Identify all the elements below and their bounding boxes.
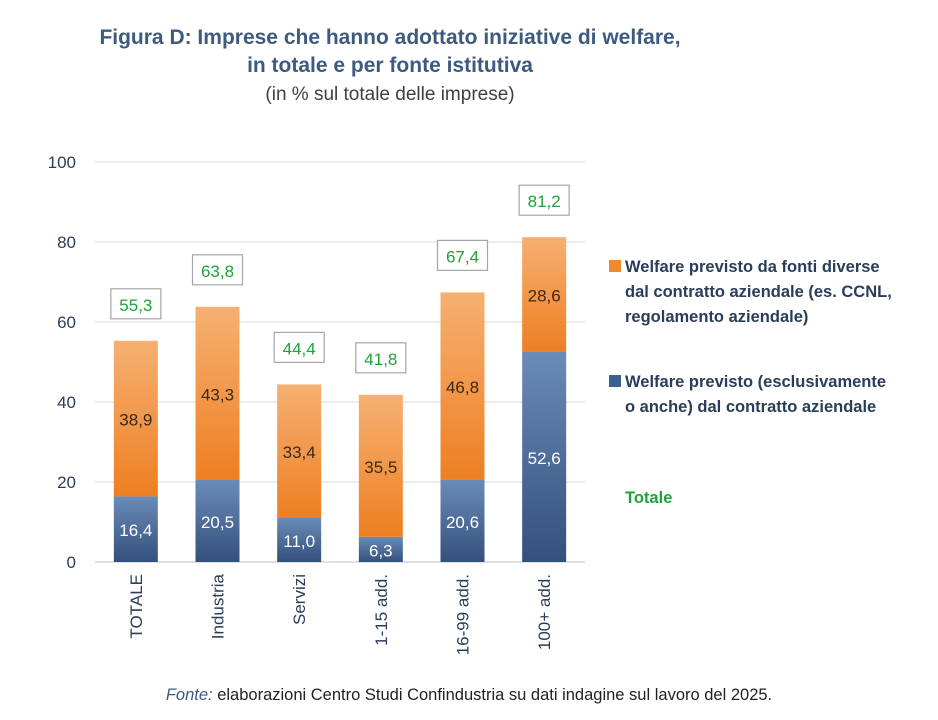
source-label: Fonte: [165,686,213,704]
bar-segment-other-sources [440,292,485,480]
data-label-company-contract: 6,3 [369,541,393,560]
bar-segment-other-sources [277,384,322,518]
bar-segment-company-contract [277,518,322,562]
y-tick-label: 100 [48,153,76,172]
legend-label-total: Totale [625,489,673,507]
total-label: 44,4 [283,339,316,358]
total-label: 81,2 [528,192,561,211]
legend-item-company-contract: Welfare previsto (esclusivamente o anche… [609,370,929,420]
y-tick-label: 0 [67,553,76,572]
data-label-company-contract: 20,5 [201,513,234,532]
y-tick-label: 20 [57,473,76,492]
bar-segment-company-contract [440,479,485,562]
total-label-box [273,331,325,363]
data-label-other-sources: 35,5 [364,458,397,477]
gridlines [95,161,585,563]
data-label-other-sources: 28,6 [528,286,561,305]
data-label-company-contract: 20,6 [446,513,479,532]
data-label-company-contract: 16,4 [119,521,152,540]
legend-swatch-orange [609,260,621,272]
bar-segment-company-contract [358,536,403,562]
legend-item-total: Totale [625,486,672,511]
x-tick-label: Servizi [290,574,309,625]
y-tick-label: 60 [57,313,76,332]
chart-title-line2: in totale e per fonte istitutiva [247,54,533,77]
total-label-box [518,184,570,216]
total-label-box [355,342,407,374]
bar-segment-company-contract [195,480,240,562]
x-tick-label: 16-99 add. [454,574,473,655]
x-tick-label: Industria [209,573,228,639]
legend-item-other-sources: Welfare previsto da fonti diverse dal co… [609,255,929,330]
x-tick-label: 100+ add. [535,574,554,650]
bar-segment-other-sources [195,306,240,480]
source-footer: Fonte: elaborazioni Centro Studi Confind… [0,686,938,705]
total-label-box [191,254,244,286]
y-axis-ticks: 0 20 40 60 80 100 [48,153,76,572]
legend-label-other-sources: Welfare previsto da fonti diverse dal co… [625,258,892,326]
total-label: 63,8 [201,262,234,281]
data-label-company-contract: 52,6 [528,449,561,468]
data-label-other-sources: 33,4 [283,443,316,462]
bar-segment-other-sources [113,340,158,497]
data-label-other-sources: 38,9 [119,411,152,430]
x-tick-label: TOTALE [127,574,146,639]
total-label: 67,4 [446,247,479,266]
x-tick-label: 1-15 add. [372,574,391,646]
source-text: elaborazioni Centro Studi Confindustria … [212,686,773,704]
data-label-other-sources: 46,8 [446,378,479,397]
total-label-box [110,288,162,320]
total-label: 55,3 [119,296,152,315]
bar-segment-other-sources [358,394,403,537]
chart-title-line1: Figura D: Imprese che hanno adottato ini… [99,26,681,49]
bars [113,237,567,562]
y-tick-label: 80 [57,233,76,252]
stacked-bar-chart: 0 20 40 60 80 100 16,4 38,9 55,3 20,5 43,3 63,8 11,… [48,153,585,655]
bar-segment-other-sources [522,237,567,352]
total-label: 41,8 [364,350,397,369]
bar-segment-company-contract [522,351,567,562]
y-tick-label: 40 [57,393,76,412]
chart-subtitle: (in % sul totale delle imprese) [265,84,515,105]
data-label-other-sources: 43,3 [201,385,234,404]
total-label-box [436,239,489,271]
x-axis-ticks: TOTALE Industria Servizi 1-15 add. 16-99 add… [127,573,554,655]
legend-swatch-blue [609,375,621,387]
data-label-company-contract: 11,0 [283,532,315,551]
legend-label-company-contract: Welfare previsto (esclusivamente o anche… [625,373,887,416]
data-labels: 16,4 38,9 55,3 20,5 43,3 63,8 11,0 33,4 44,4 6,3 3… [110,184,570,560]
bar-segment-company-contract [113,496,158,562]
